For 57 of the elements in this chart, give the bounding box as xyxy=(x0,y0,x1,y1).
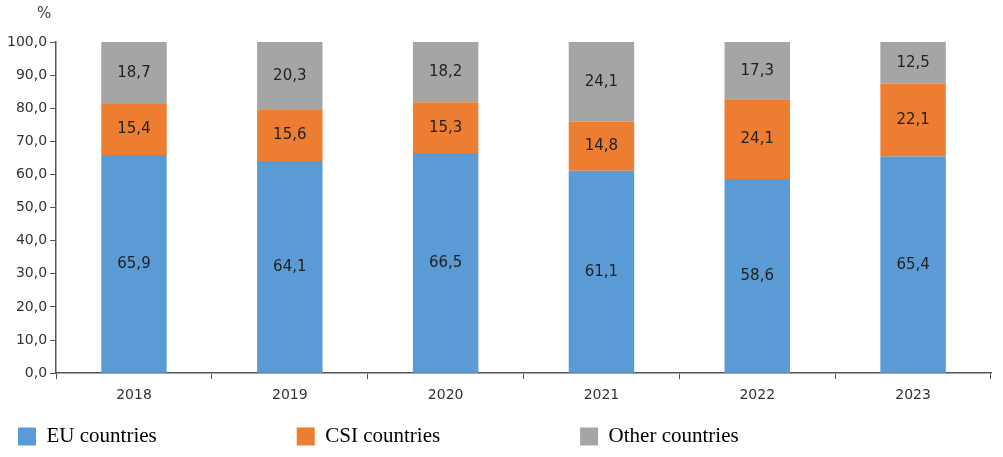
y-tick-label: 10,0 xyxy=(15,330,48,347)
data-label: 12,5 xyxy=(896,52,930,71)
x-tick-label: 2020 xyxy=(427,386,464,403)
bar xyxy=(257,160,323,373)
data-label: 20,3 xyxy=(273,65,307,84)
bar xyxy=(412,152,479,373)
bar xyxy=(724,99,790,180)
x-tick-label: 2022 xyxy=(739,386,776,403)
legend-label: EU countries xyxy=(46,423,283,448)
y-tick-label: 90,0 xyxy=(15,65,48,82)
bar xyxy=(568,121,635,171)
data-label: 66,5 xyxy=(428,252,463,271)
bar xyxy=(880,83,946,157)
bar xyxy=(257,42,323,110)
data-label: 65,9 xyxy=(117,253,151,272)
bar xyxy=(880,42,946,84)
bar xyxy=(257,109,323,161)
y-axis-title: % xyxy=(36,3,52,22)
data-label: 24,1 xyxy=(584,71,619,90)
x-tick-label: 2021 xyxy=(583,386,620,403)
y-tick-label: 100,0 xyxy=(6,32,48,49)
data-label: 64,1 xyxy=(273,256,307,275)
data-label: 17,3 xyxy=(740,60,774,79)
data-label: 22,1 xyxy=(896,109,930,128)
data-label: 14,8 xyxy=(584,136,619,155)
y-tick-label: 0,0 xyxy=(24,363,48,380)
bar xyxy=(412,42,479,103)
bar xyxy=(412,102,479,153)
data-label: 65,4 xyxy=(896,254,930,273)
data-label: 61,1 xyxy=(584,261,619,280)
bar xyxy=(101,42,167,104)
y-tick-label: 80,0 xyxy=(15,98,48,115)
data-label: 15,4 xyxy=(117,119,151,138)
data-label: 15,3 xyxy=(428,117,463,136)
data-label: 18,2 xyxy=(428,62,463,81)
y-tick-label: 50,0 xyxy=(15,198,48,215)
legend-label: Other countries xyxy=(608,423,865,448)
y-tick-label: 20,0 xyxy=(15,297,48,314)
data-label: 18,7 xyxy=(117,62,151,81)
bar xyxy=(568,42,635,122)
y-tick-label: 40,0 xyxy=(15,231,48,248)
data-label: 15,6 xyxy=(273,124,307,143)
x-tick-label: 2019 xyxy=(271,386,308,403)
bar xyxy=(724,42,790,100)
bar xyxy=(568,170,635,373)
bar xyxy=(880,156,946,373)
y-tick-label: 60,0 xyxy=(15,165,48,182)
x-tick-label: 2018 xyxy=(116,386,152,403)
x-tick-label: 2023 xyxy=(895,386,931,403)
bar xyxy=(101,154,167,373)
y-tick-label: 70,0 xyxy=(15,132,48,148)
legend-label: CSI countries xyxy=(325,423,567,448)
y-tick-label: 30,0 xyxy=(15,264,48,281)
data-label: 24,1 xyxy=(740,129,774,148)
bar xyxy=(101,103,167,155)
bar xyxy=(724,179,790,373)
data-label: 58,6 xyxy=(740,265,774,284)
